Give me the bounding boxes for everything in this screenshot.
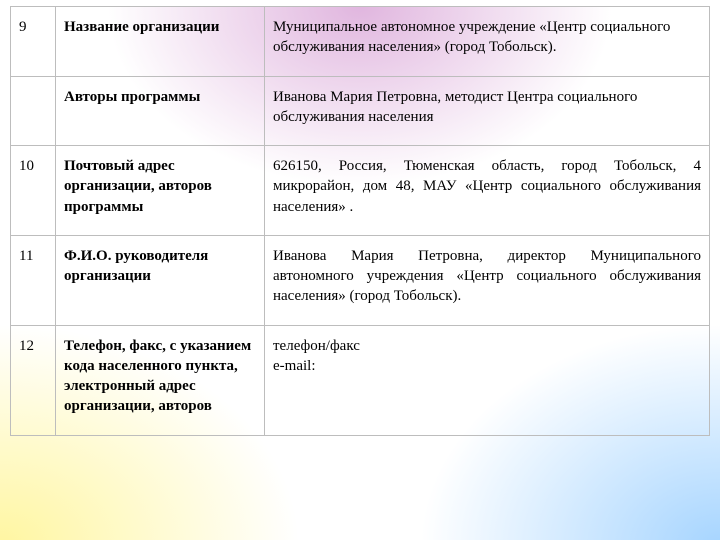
info-table: 9 Название организации Муниципальное авт… [10,6,710,436]
row-label: Почтовый адрес организации, авторов прог… [56,146,265,236]
row-label: Название организации [56,7,265,77]
row-number: 10 [11,146,56,236]
row-label: Ф.И.О. руководителя организации [56,235,265,325]
table-row: 9 Название организации Муниципальное авт… [11,7,710,77]
slide: 9 Название организации Муниципальное авт… [0,6,720,540]
row-number: 12 [11,325,56,435]
row-label: Авторы программы [56,76,265,146]
table-row: 10 Почтовый адрес организации, авторов п… [11,146,710,236]
row-label: Телефон, факс, с указанием кода населенн… [56,325,265,435]
row-number [11,76,56,146]
row-value: телефон/факс e-mail: [265,325,710,435]
table-row: 12 Телефон, факс, с указанием кода насел… [11,325,710,435]
row-number: 9 [11,7,56,77]
row-value: 626150, Россия, Тюменская область, город… [265,146,710,236]
row-value: Иванова Мария Петровна, директор Муницип… [265,235,710,325]
row-value: Муниципальное автономное учреждение «Цен… [265,7,710,77]
row-number: 11 [11,235,56,325]
row-value: Иванова Мария Петровна, методист Центра … [265,76,710,146]
table-row: Авторы программы Иванова Мария Петровна,… [11,76,710,146]
table-row: 11 Ф.И.О. руководителя организации Ивано… [11,235,710,325]
